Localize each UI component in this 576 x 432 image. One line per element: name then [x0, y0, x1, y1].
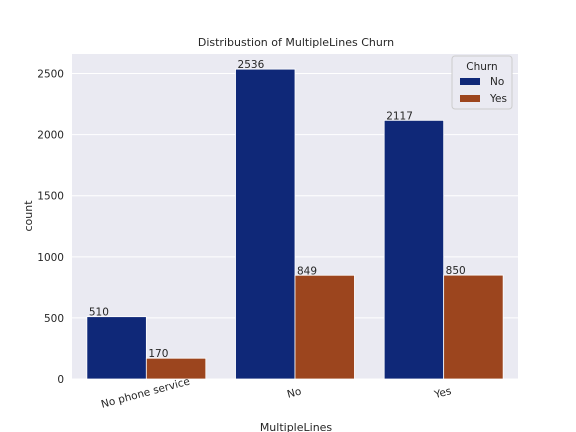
legend-label: No [490, 76, 504, 88]
bar [86, 316, 147, 380]
legend-title: Churn [466, 61, 497, 73]
x-axis: No phone service No Yes [100, 375, 453, 410]
legend-swatch [460, 95, 480, 102]
y-tick-label: 1500 [37, 191, 64, 203]
x-tick-label: No [286, 385, 303, 400]
legend-label: Yes [489, 93, 507, 105]
bar-value-label: 2117 [386, 110, 413, 122]
bar-value-label: 2536 [238, 59, 265, 71]
bar [235, 68, 296, 380]
y-tick-label: 1000 [37, 252, 64, 264]
bar-value-label: 170 [148, 348, 168, 360]
bar-value-label: 849 [297, 265, 317, 277]
legend-swatch [460, 78, 480, 85]
bars [86, 68, 504, 380]
x-axis-label: MultipleLines [260, 421, 333, 432]
y-tick-label: 2000 [37, 130, 64, 142]
chart-title: Distribustion of MultipleLines Churn [198, 36, 394, 49]
bar [294, 274, 355, 380]
bar [443, 274, 504, 380]
bar-value-label: 850 [446, 265, 466, 277]
x-tick-label: No phone service [100, 375, 191, 410]
bar [145, 357, 207, 380]
legend: Churn No Yes [451, 55, 513, 110]
x-tick-label: Yes [432, 385, 452, 401]
y-tick-label: 500 [44, 313, 64, 325]
bar [383, 119, 445, 380]
y-tick-label: 0 [57, 374, 64, 386]
bar-labels: 510 170 2536 849 2117 850 [89, 59, 466, 360]
y-axis: 0 500 1000 1500 2000 2500 [37, 69, 64, 386]
bar-value-label: 510 [89, 307, 109, 319]
y-axis-label: count [22, 200, 35, 232]
y-tick-label: 2500 [37, 69, 64, 81]
